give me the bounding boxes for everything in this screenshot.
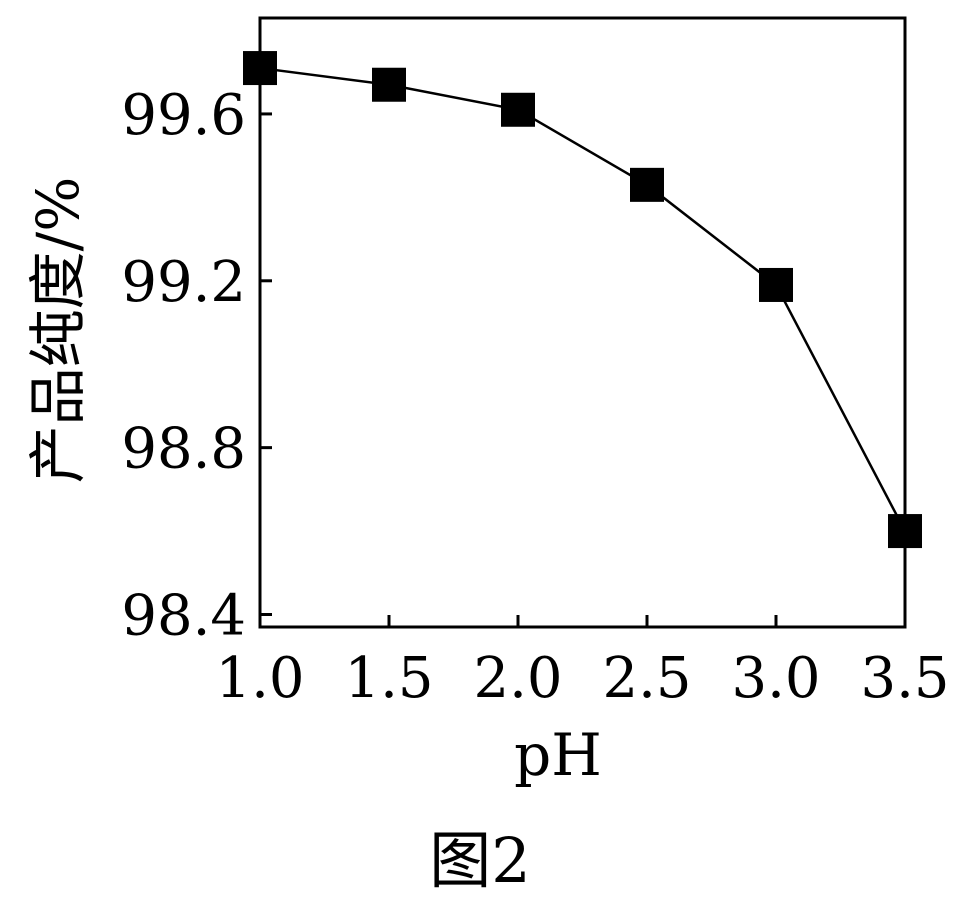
- y-axis-tick-labels: 98.4 98.8 99.2 99.6: [121, 83, 246, 649]
- x-axis-tick-labels: 1.0 1.5 2.0 2.5 3.0 3.5: [215, 646, 949, 711]
- figure-caption: 图2: [429, 824, 530, 897]
- data-point-marker: [630, 167, 664, 202]
- data-point-marker: [243, 51, 277, 86]
- data-point-marker: [501, 92, 535, 127]
- x-tick-label: 3.0: [731, 646, 820, 711]
- y-tick-label: 99.6: [121, 83, 246, 148]
- x-axis-ticks: [258, 615, 907, 627]
- y-tick-label: 99.2: [121, 250, 246, 315]
- x-tick-label: 2.5: [602, 646, 691, 711]
- x-tick-label: 2.0: [473, 646, 562, 711]
- x-axis-label: pH: [514, 721, 602, 789]
- series-line: [259, 66, 907, 532]
- y-tick-label: 98.4: [121, 583, 246, 648]
- series-markers: [243, 51, 922, 549]
- y-axis-label: 产品纯度/%: [24, 177, 92, 484]
- x-tick-label: 3.5: [860, 646, 949, 711]
- series-lines: [259, 66, 907, 532]
- data-point-marker: [888, 514, 922, 549]
- data-point-marker: [759, 267, 793, 302]
- y-axis-ticks: [260, 112, 272, 616]
- x-tick-label: 1.0: [215, 646, 304, 711]
- x-tick-label: 1.5: [344, 646, 433, 711]
- data-point-marker: [372, 67, 406, 102]
- plot-frame: [258, 16, 907, 629]
- y-tick-label: 98.8: [121, 417, 246, 482]
